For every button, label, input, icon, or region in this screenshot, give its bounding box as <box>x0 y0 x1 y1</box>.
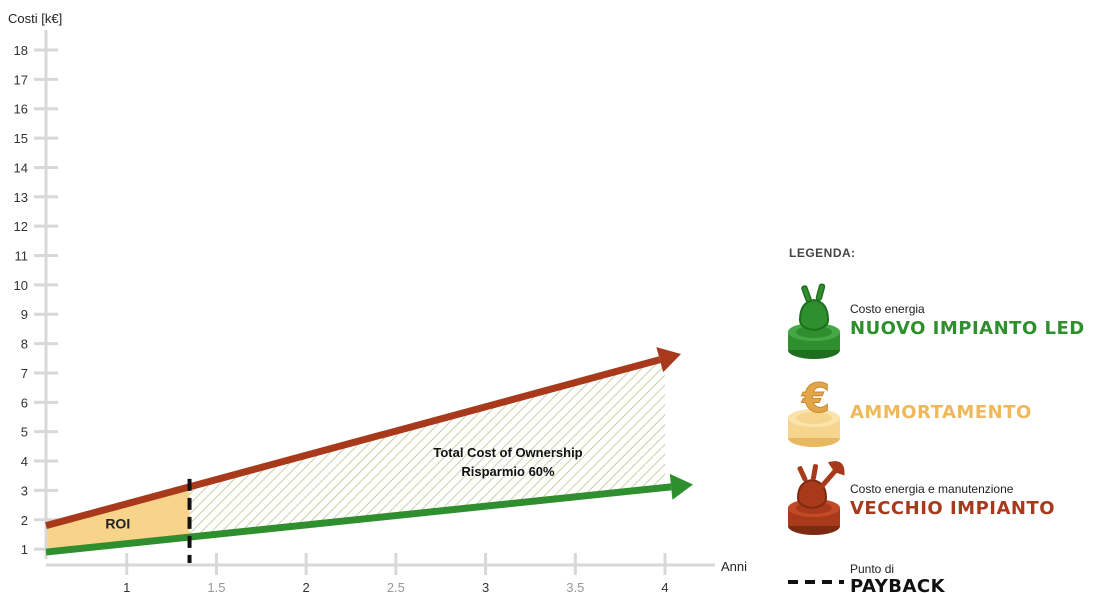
y-tick-label: 2 <box>21 513 28 528</box>
y-tick-label: 6 <box>21 395 28 410</box>
dashed-line-icon <box>788 580 844 584</box>
roi-area <box>46 486 190 553</box>
series-old-arrowhead <box>656 347 681 373</box>
legend-ammortamento-big: AMMORTAMENTO <box>850 402 1032 423</box>
legend-old-small: Costo energia e manutenzione <box>850 482 1014 496</box>
x-tick-label: 4 <box>661 580 668 593</box>
y-tick-label: 9 <box>21 307 28 322</box>
series-new-arrowhead <box>669 473 693 500</box>
x-axis-label: Anni <box>721 559 747 574</box>
y-tick-label: 5 <box>21 425 28 440</box>
y-axis-label: Costi [k€] <box>8 11 62 26</box>
series-old-line <box>45 356 661 530</box>
plug-icon <box>788 283 840 359</box>
x-tick-label: 2 <box>303 580 310 593</box>
tco-hatched-area <box>189 358 665 538</box>
y-tick-label: 12 <box>14 219 28 234</box>
y-tick-label: 17 <box>14 72 28 87</box>
legend-new-big: NUOVO IMPIANTO LED <box>850 318 1085 339</box>
y-tick-label: 14 <box>14 160 28 175</box>
legend-item-old: Costo energia e manutenzione VECCHIO IMP… <box>786 456 1107 536</box>
wrench-plug-icon <box>788 461 845 535</box>
y-tick-label: 18 <box>14 43 28 58</box>
legend-title: LEGENDA: <box>789 246 856 260</box>
y-tick-label: 4 <box>21 454 28 469</box>
legend-item-payback: Punto di PAYBACK <box>786 560 1107 593</box>
y-tick-label: 15 <box>14 131 28 146</box>
y-tick-label: 3 <box>21 483 28 498</box>
x-tick-label: 3 <box>482 580 489 593</box>
legend-payback-big: PAYBACK <box>850 576 946 593</box>
legend-new-small: Costo energia <box>850 302 925 316</box>
tco-label-line1: Total Cost of Ownership <box>433 445 582 460</box>
series-new-line <box>45 483 672 556</box>
y-tick-label: 13 <box>14 190 28 205</box>
legend-old-big: VECCHIO IMPIANTO <box>850 498 1056 519</box>
y-tick-label: 1 <box>21 542 28 557</box>
y-tick-label: 10 <box>14 278 28 293</box>
legend-item-ammortamento: € AMMORTAMENTO <box>786 368 1107 448</box>
x-tick-label: 2.5 <box>387 580 405 593</box>
legend-payback-small: Punto di <box>850 562 895 576</box>
x-tick-label: 3.5 <box>566 580 584 593</box>
y-tick-label: 11 <box>15 249 29 264</box>
y-tick-label: 8 <box>21 337 28 352</box>
svg-text:€: € <box>801 376 830 422</box>
x-tick-label: 1.5 <box>207 580 225 593</box>
euro-icon: € <box>788 376 840 447</box>
legend-item-new-led: Costo energia NUOVO IMPIANTO LED <box>786 280 1107 360</box>
tco-label-line2: Risparmio 60% <box>461 464 555 479</box>
roi-label: ROI <box>105 516 130 532</box>
x-tick-label: 1 <box>123 580 130 593</box>
y-tick-label: 16 <box>14 102 28 117</box>
y-tick-label: 7 <box>21 366 28 381</box>
